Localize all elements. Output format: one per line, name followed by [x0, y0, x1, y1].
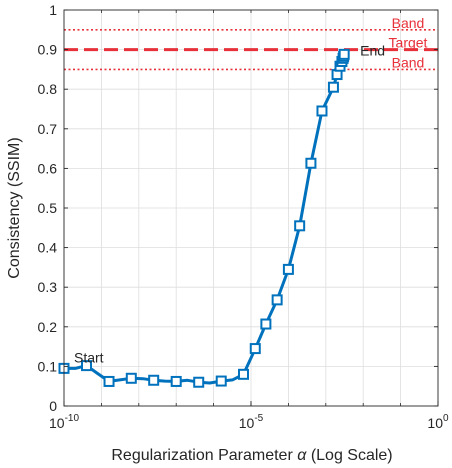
reference-line-label: Target [389, 35, 428, 51]
x-axis-label: Regularization Parameter α (Log Scale) [111, 447, 392, 464]
data-point-marker [237, 368, 249, 380]
data-point-marker [282, 263, 294, 275]
data-point-marker [215, 375, 227, 387]
grid [64, 10, 438, 406]
x-tick-label-exponent: 0 [443, 413, 449, 424]
reference-line-label: Band [392, 15, 425, 31]
y-tick-label: 0.5 [38, 200, 58, 216]
data-point-marker [103, 375, 115, 387]
y-tick-label: 0 [49, 398, 57, 414]
y-tick-label: 0.1 [38, 358, 58, 374]
x-tick-label: 100 [427, 413, 449, 431]
y-tick-label: 0.2 [38, 319, 58, 335]
data-point-marker [338, 48, 350, 60]
x-tick-label: 10-5 [239, 413, 264, 431]
annotation-label: End [360, 42, 385, 58]
data-point-marker [316, 105, 328, 117]
data-point-marker [170, 375, 182, 387]
data-point-marker [148, 374, 160, 386]
y-tick-label: 0.3 [38, 279, 58, 295]
data-point-marker [294, 220, 306, 232]
data-point-marker [249, 343, 261, 355]
data-point-marker [271, 294, 283, 306]
x-tick-label-exponent: -10 [65, 413, 80, 424]
data-point-marker [260, 318, 272, 330]
x-tick-label: 10-10 [49, 413, 79, 431]
y-tick-label: 0.4 [38, 240, 58, 256]
x-tick-label-base: 10 [427, 415, 443, 431]
y-tick-label: 1 [49, 2, 57, 18]
y-tick-label: 0.6 [38, 160, 58, 176]
y-tick-label: 0.7 [38, 121, 58, 137]
x-tick-label-exponent: -5 [254, 413, 263, 424]
data-point-marker [125, 372, 137, 384]
data-point-marker [193, 376, 205, 388]
annotations-layer: Start End [74, 42, 385, 365]
x-axis: 10-10 10-5 100 [49, 10, 449, 431]
data-point-marker [305, 157, 317, 169]
y-axis-label: Consistency (SSIM) [6, 137, 23, 278]
data-point-marker [327, 81, 339, 93]
annotation-label: Start [74, 349, 104, 365]
y-tick-label: 0.8 [38, 81, 58, 97]
data-point-marker [81, 360, 93, 372]
markers-layer [58, 48, 350, 388]
x-tick-label-base: 10 [239, 415, 255, 431]
x-axis-label-symbol: α [297, 447, 307, 464]
x-tick-label-base: 10 [49, 415, 65, 431]
reference-line-label: Band [392, 54, 425, 70]
y-axis: 0 0.1 0.2 0.3 0.4 0.5 0.6 0.7 0.8 0.9 1 [38, 2, 438, 414]
x-axis-label-suffix: (Log Scale) [311, 447, 393, 464]
y-tick-label: 0.9 [38, 42, 58, 58]
x-axis-label-text: Regularization Parameter [111, 447, 293, 464]
reference-lines: Band Target Band [64, 15, 438, 70]
